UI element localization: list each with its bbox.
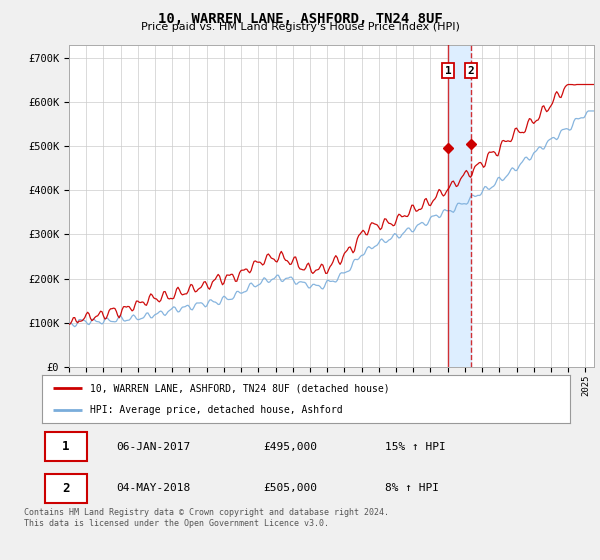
Text: 15% ↑ HPI: 15% ↑ HPI <box>385 442 446 452</box>
Text: 04-MAY-2018: 04-MAY-2018 <box>116 483 190 493</box>
Text: £505,000: £505,000 <box>264 483 318 493</box>
Text: Contains HM Land Registry data © Crown copyright and database right 2024.
This d: Contains HM Land Registry data © Crown c… <box>24 508 389 528</box>
Text: 8% ↑ HPI: 8% ↑ HPI <box>385 483 439 493</box>
FancyBboxPatch shape <box>44 474 87 503</box>
Text: 06-JAN-2017: 06-JAN-2017 <box>116 442 190 452</box>
Text: 10, WARREN LANE, ASHFORD, TN24 8UF (detached house): 10, WARREN LANE, ASHFORD, TN24 8UF (deta… <box>89 383 389 393</box>
Text: 2: 2 <box>467 66 474 76</box>
Text: Price paid vs. HM Land Registry's House Price Index (HPI): Price paid vs. HM Land Registry's House … <box>140 22 460 32</box>
Text: 2: 2 <box>62 482 70 495</box>
Text: 10, WARREN LANE, ASHFORD, TN24 8UF: 10, WARREN LANE, ASHFORD, TN24 8UF <box>158 12 442 26</box>
FancyBboxPatch shape <box>44 432 87 461</box>
Text: 1: 1 <box>62 440 70 454</box>
Bar <box>448 45 471 367</box>
Text: HPI: Average price, detached house, Ashford: HPI: Average price, detached house, Ashf… <box>89 405 342 415</box>
Text: 1: 1 <box>445 66 451 76</box>
Text: £495,000: £495,000 <box>264 442 318 452</box>
